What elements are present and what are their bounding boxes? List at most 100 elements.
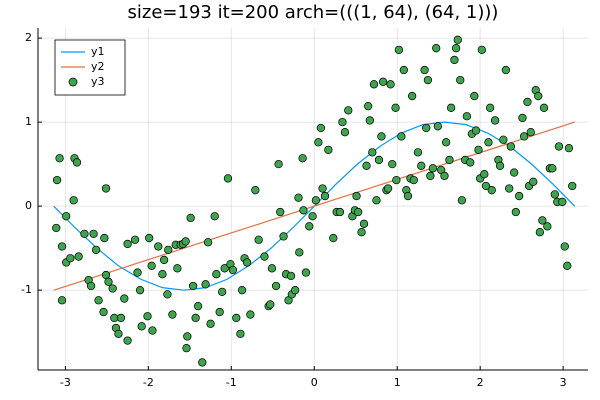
point [164, 245, 173, 254]
point [365, 116, 374, 125]
point [446, 103, 456, 112]
point [311, 196, 321, 205]
point [66, 254, 75, 263]
point [394, 45, 404, 54]
point [148, 326, 157, 335]
point [298, 154, 307, 163]
point [413, 148, 423, 157]
point [477, 45, 486, 54]
x-tick-label: -3 [60, 376, 71, 389]
point [518, 113, 527, 123]
point [203, 238, 213, 247]
point [423, 75, 433, 85]
point [471, 126, 481, 135]
point [218, 287, 227, 297]
point [123, 239, 132, 249]
point [274, 159, 283, 169]
point [183, 332, 192, 341]
point [535, 228, 545, 237]
x-tick-label: -1 [226, 376, 237, 389]
legend-marker [68, 77, 78, 87]
point [456, 75, 465, 85]
point [254, 235, 263, 244]
point [420, 65, 429, 75]
point [487, 186, 496, 195]
point [188, 281, 198, 291]
x-tick-label: 1 [394, 376, 401, 389]
point [99, 307, 108, 317]
point [484, 138, 493, 147]
point [206, 319, 215, 328]
legend-label: y3 [91, 75, 105, 88]
point [295, 248, 304, 257]
point [324, 145, 333, 154]
point [191, 313, 200, 323]
point [163, 290, 172, 299]
point [505, 184, 514, 193]
point [335, 207, 345, 217]
point [457, 196, 467, 205]
point [403, 191, 413, 201]
x-tick-label: 2 [477, 376, 484, 389]
point [135, 286, 145, 295]
legend-label: y2 [91, 60, 105, 73]
point [223, 174, 233, 183]
point [511, 207, 520, 217]
point [558, 197, 567, 207]
point [251, 186, 260, 195]
point [267, 264, 277, 273]
y-tick-label: 2 [25, 31, 32, 44]
point [357, 228, 366, 237]
point [485, 103, 495, 112]
y-tick-label: 1 [25, 115, 32, 128]
point [529, 177, 538, 186]
point [510, 168, 519, 177]
point [432, 44, 441, 53]
point [74, 252, 83, 261]
point [481, 181, 491, 191]
point [69, 196, 78, 205]
point [329, 233, 338, 243]
point [368, 148, 377, 157]
point [539, 103, 549, 112]
legend-label: y1 [91, 45, 105, 58]
point [242, 258, 252, 267]
point [338, 117, 347, 127]
point [388, 159, 397, 169]
point [246, 310, 255, 319]
point [441, 138, 451, 147]
point [514, 191, 524, 201]
point [86, 281, 96, 291]
point [440, 171, 449, 181]
point [543, 222, 552, 231]
point [52, 175, 62, 185]
chart-title: size=193 it=200 arch=(((1, 64), (64, 1))… [128, 2, 499, 23]
point [563, 261, 572, 270]
point [114, 329, 123, 339]
point [568, 181, 577, 191]
point [100, 233, 109, 243]
point [391, 103, 400, 112]
point [182, 344, 191, 353]
point [173, 264, 182, 273]
point [548, 164, 557, 173]
point [228, 265, 238, 275]
point [91, 245, 101, 254]
point [409, 175, 418, 185]
point [57, 242, 67, 251]
point [198, 358, 207, 367]
point [378, 77, 388, 86]
point [158, 270, 167, 279]
point [474, 145, 483, 154]
point [210, 212, 219, 221]
point [318, 184, 327, 193]
point [72, 158, 82, 167]
point [116, 313, 126, 323]
point [260, 252, 269, 261]
point [362, 161, 371, 170]
point [554, 142, 564, 151]
point [55, 154, 64, 163]
point [279, 232, 288, 241]
point [232, 313, 241, 323]
point [433, 122, 442, 131]
